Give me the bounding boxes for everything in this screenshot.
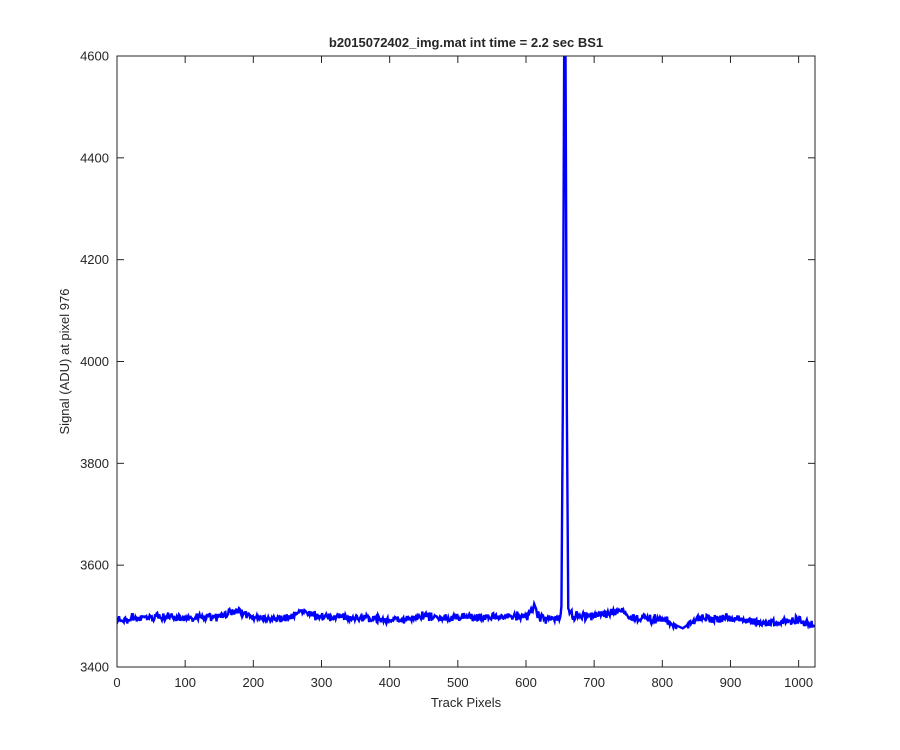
x-tick-label: 400: [379, 675, 401, 690]
x-tick-label: 500: [447, 675, 469, 690]
axes-box: [116, 55, 816, 668]
x-tick-label: 200: [242, 675, 264, 690]
x-tick-label: 800: [651, 675, 673, 690]
data-layer: [117, 56, 815, 632]
y-tick-label: 4400: [80, 150, 109, 165]
chart-title: b2015072402_img.mat int time = 2.2 sec B…: [329, 35, 603, 50]
y-tick-label: 3400: [80, 660, 109, 675]
x-tick-label: 300: [311, 675, 333, 690]
tick-layer: 0 100 200 300 400 500 600 700 800 900 1000 3400 3600…: [80, 49, 815, 690]
x-tick-label: 700: [583, 675, 605, 690]
y-tick-label: 4600: [80, 49, 109, 64]
y-tick-label: 4200: [80, 252, 109, 267]
x-tick-label: 900: [720, 675, 742, 690]
x-tick-label: 1000: [784, 675, 813, 690]
x-axis-label: Track Pixels: [431, 695, 502, 710]
y-tick-label: 3600: [80, 558, 109, 573]
y-axis-label: Signal (ADU) at pixel 976: [57, 289, 72, 435]
y-tick-label: 3800: [80, 456, 109, 471]
x-tick-label: 100: [174, 675, 196, 690]
plot-area: [117, 56, 815, 667]
y-tick-label: 4000: [80, 354, 109, 369]
x-tick-label: 0: [113, 675, 120, 690]
x-tick-label: 600: [515, 675, 537, 690]
signal-series-line: [117, 56, 815, 632]
